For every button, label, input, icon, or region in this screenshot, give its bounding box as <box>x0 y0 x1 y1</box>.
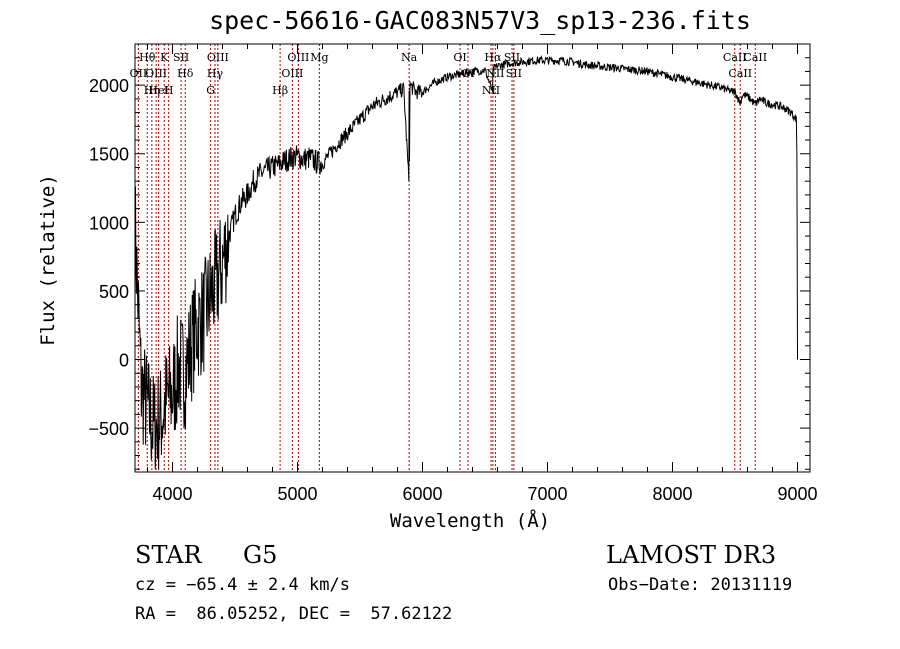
x-tick-label: 7000 <box>527 484 567 504</box>
y-tick-label: 500 <box>99 282 129 302</box>
y-tick-label: 0 <box>119 351 129 371</box>
line-label-12: OIII <box>287 51 309 64</box>
line-label-2: OIII <box>145 67 167 80</box>
line-label-25: CaII <box>728 67 752 80</box>
line-label-20: NII <box>486 67 504 80</box>
x-axis-label: Wavelength (Å) <box>389 510 551 532</box>
line-label-26: CaII <box>743 51 767 64</box>
line-label-23: SII <box>506 67 522 80</box>
x-tick-label: 6000 <box>402 484 442 504</box>
observation-date: Obs−Date: 20131119 <box>608 575 793 595</box>
x-tick-label: 4000 <box>152 484 192 504</box>
line-label-7: SII <box>173 51 189 64</box>
line-label-15: Mg <box>310 51 328 64</box>
spectrum-line <box>134 54 798 470</box>
line-label-1: OII <box>130 67 148 80</box>
line-label-9: OIII <box>207 51 229 64</box>
line-label-4: H <box>164 84 174 97</box>
y-tick-label: 1000 <box>89 213 129 233</box>
line-label-22: SII <box>504 51 520 64</box>
y-tick-label: 1500 <box>89 145 129 165</box>
line-label-21: NII <box>482 84 500 97</box>
spectral-subclass: G5 <box>243 541 278 569</box>
line-label-18: OI <box>461 67 474 80</box>
line-label-14: Hβ <box>272 84 288 97</box>
redshift-velocity: cz = −65.4 ± 2.4 km/s <box>135 575 350 595</box>
x-tick-label: 5000 <box>277 484 317 504</box>
survey-name: LAMOST DR3 <box>606 541 777 569</box>
line-label-17: OI <box>453 51 466 64</box>
line-label-13: OIII <box>281 67 303 80</box>
x-tick-label: 9000 <box>777 484 817 504</box>
line-label-0: Hθ <box>139 51 156 64</box>
x-tick-label: 8000 <box>652 484 692 504</box>
line-label-6: Hη <box>144 84 160 97</box>
chart-title: spec-56616-GAC083N57V3_sp13-236.fits <box>209 6 751 35</box>
plot-frame <box>134 43 811 473</box>
line-label-16: Na <box>401 51 418 64</box>
coordinates: RA = 86.05252, DEC = 57.62122 <box>135 604 453 624</box>
y-tick-label: −500 <box>88 419 129 439</box>
line-label-5: HeI <box>148 84 168 97</box>
line-label-10: Hγ <box>207 67 224 80</box>
line-label-8: Hδ <box>177 67 194 80</box>
object-type: STAR <box>135 541 202 569</box>
y-tick-label: 2000 <box>89 76 129 96</box>
line-label-3: K <box>160 51 169 64</box>
line-label-19: Hα <box>484 51 502 64</box>
line-label-24: CaII <box>723 51 747 64</box>
line-label-11: G <box>206 84 215 97</box>
